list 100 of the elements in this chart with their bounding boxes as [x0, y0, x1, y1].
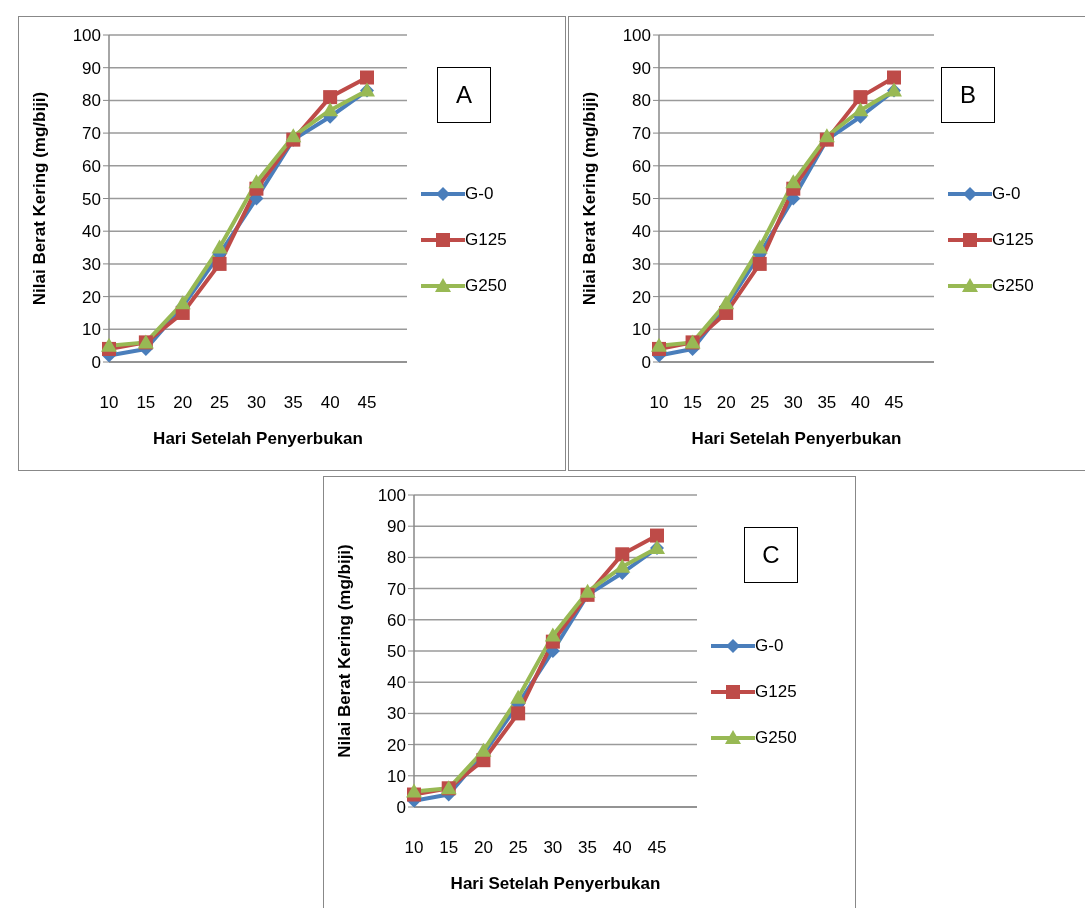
- point: [785, 174, 802, 189]
- text: C: [744, 527, 798, 583]
- legend-label: G-0: [465, 182, 494, 205]
- x-tick-label: 40: [612, 838, 632, 858]
- x-tick-label: 15: [683, 393, 703, 413]
- y-tick-label: 10: [82, 320, 101, 340]
- x-tick-label: 25: [210, 393, 230, 413]
- x-tick-label: 25: [508, 838, 528, 858]
- point: [360, 70, 374, 85]
- y-tick-label: 70: [387, 579, 406, 599]
- y-axis-title: Nilai Berat Kering (mg/biji): [580, 91, 600, 306]
- y-tick-label: 0: [641, 353, 651, 373]
- x-tick-label: 35: [283, 393, 303, 413]
- point: [818, 128, 835, 143]
- legend-label: G250: [465, 274, 507, 297]
- y-axis-title: Nilai Berat Kering (mg/biji): [30, 91, 50, 306]
- point: [650, 528, 664, 543]
- y-tick-label: 60: [632, 156, 651, 176]
- y-tick-label: 30: [387, 704, 406, 724]
- x-tick-label: 10: [649, 393, 669, 413]
- y-tick-label: 50: [632, 189, 651, 209]
- point: [887, 70, 901, 85]
- point: [248, 174, 265, 189]
- y-tick-label: 20: [82, 287, 101, 307]
- y-tick-label: 10: [387, 766, 406, 786]
- x-tick-label: 20: [473, 838, 493, 858]
- legend-label: G125: [755, 681, 797, 703]
- x-tick-label: 25: [750, 393, 770, 413]
- y-tick-label: 90: [387, 517, 406, 537]
- point: [475, 742, 492, 757]
- point: [511, 706, 526, 721]
- y-tick-label: 0: [396, 798, 406, 818]
- x-tick-label: 30: [246, 393, 266, 413]
- point: [211, 239, 228, 254]
- x-tick-label: 35: [817, 393, 837, 413]
- y-tick-label: 90: [82, 58, 101, 78]
- x-tick-label: 35: [578, 838, 598, 858]
- x-tick-label: 10: [99, 393, 119, 413]
- x-axis-title: Hari Setelah Penyerbukan: [450, 874, 661, 893]
- y-tick-label: 70: [632, 124, 651, 144]
- y-tick-label: 100: [72, 26, 101, 46]
- point: [212, 256, 227, 271]
- y-tick-label: 60: [82, 156, 101, 176]
- point: [323, 90, 338, 105]
- y-tick-label: 50: [82, 189, 101, 209]
- point: [510, 689, 527, 704]
- y-tick-label: 80: [387, 548, 406, 568]
- y-tick-label: 40: [387, 673, 406, 693]
- x-axis-title: Hari Setelah Penyerbukan: [691, 429, 902, 448]
- y-tick-label: 30: [82, 254, 101, 274]
- point: [544, 627, 561, 642]
- x-tick-label: 40: [320, 393, 340, 413]
- y-tick-label: 100: [622, 26, 651, 46]
- point: [614, 558, 631, 573]
- point: [322, 102, 339, 117]
- legend-label: G-0: [992, 182, 1021, 205]
- x-tick-label: 45: [884, 393, 904, 413]
- x-tick-label: 40: [850, 393, 870, 413]
- point: [718, 295, 735, 310]
- point: [853, 90, 868, 105]
- point: [615, 547, 630, 562]
- y-tick-label: 10: [632, 320, 651, 340]
- point: [579, 583, 596, 598]
- point: [751, 239, 768, 254]
- y-tick-label: 70: [82, 124, 101, 144]
- x-tick-label: 45: [357, 393, 377, 413]
- y-tick-label: 50: [387, 642, 406, 662]
- x-tick-label: 30: [783, 393, 803, 413]
- x-tick-label: 10: [404, 838, 424, 858]
- x-tick-label: 30: [543, 838, 563, 858]
- y-tick-label: 100: [377, 486, 406, 506]
- x-tick-label: 20: [173, 393, 193, 413]
- point: [101, 337, 117, 352]
- y-tick-label: 20: [387, 735, 406, 755]
- y-axis-title: Nilai Berat Kering (mg/biji): [335, 544, 355, 758]
- point: [285, 128, 302, 143]
- y-tick-label: 40: [82, 222, 101, 242]
- legend-label: G250: [755, 727, 797, 749]
- y-tick-label: 40: [632, 222, 651, 242]
- y-tick-label: 60: [387, 610, 406, 630]
- y-tick-label: 80: [82, 91, 101, 111]
- x-tick-label: 15: [136, 393, 156, 413]
- legend-label: G125: [992, 228, 1034, 251]
- legend-label: G-0: [755, 635, 784, 657]
- y-tick-label: 80: [632, 91, 651, 111]
- point: [651, 337, 667, 352]
- point: [406, 783, 422, 798]
- legend-label: G125: [465, 228, 507, 251]
- y-tick-label: 0: [91, 353, 101, 373]
- x-tick-label: 15: [439, 838, 459, 858]
- x-tick-label: 45: [647, 838, 667, 858]
- y-tick-label: 90: [632, 58, 651, 78]
- point: [174, 295, 191, 310]
- text: A: [437, 67, 491, 123]
- point: [852, 102, 869, 117]
- text: B: [941, 67, 995, 123]
- y-tick-label: 30: [632, 254, 651, 274]
- x-tick-label: 20: [716, 393, 736, 413]
- legend-label: G250: [992, 274, 1034, 297]
- y-tick-label: 20: [632, 287, 651, 307]
